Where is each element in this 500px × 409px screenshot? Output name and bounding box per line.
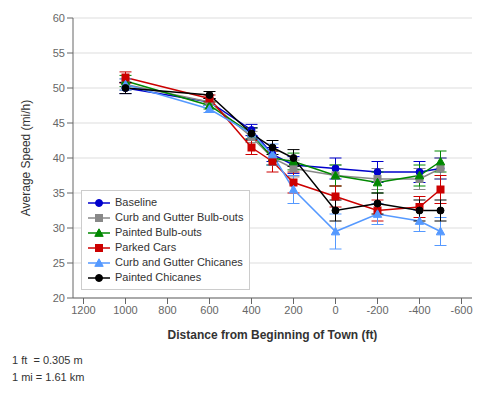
- svg-text:1200: 1200: [71, 304, 95, 316]
- svg-text:Average Speed (mi/h): Average Speed (mi/h): [19, 100, 33, 217]
- svg-text:200: 200: [284, 304, 302, 316]
- svg-text:50: 50: [53, 82, 65, 94]
- html-text:Curb and Gutter Bulb-outs: Curb and Gutter Bulb-outs: [115, 211, 244, 223]
- html-text:1 mi = 1.61 km: 1 mi = 1.61 km: [12, 371, 85, 383]
- svg-text:Distance from Beginning of Tow: Distance from Beginning of Town (ft): [168, 328, 378, 342]
- svg-text:600: 600: [200, 304, 218, 316]
- svg-text:0: 0: [332, 304, 338, 316]
- svg-text:25: 25: [53, 257, 65, 269]
- svg-text:55: 55: [53, 47, 65, 59]
- svg-text:400: 400: [242, 304, 260, 316]
- svg-text:40: 40: [53, 152, 65, 164]
- svg-text:800: 800: [158, 304, 176, 316]
- html-text:Painted Chicanes: Painted Chicanes: [115, 271, 202, 283]
- svg-text:-200: -200: [366, 304, 388, 316]
- html-text:Painted Bulb-outs: Painted Bulb-outs: [115, 226, 202, 238]
- svg-text:20: 20: [53, 292, 65, 304]
- html-text:Curb and Gutter Chicanes: Curb and Gutter Chicanes: [115, 256, 243, 268]
- svg-text:30: 30: [53, 222, 65, 234]
- svg-text:60: 60: [53, 12, 65, 24]
- svg-text:-400: -400: [408, 304, 430, 316]
- svg-text:1000: 1000: [113, 304, 137, 316]
- svg-text:45: 45: [53, 117, 65, 129]
- html-text:1 ft = 0.305 m: 1 ft = 0.305 m: [12, 354, 83, 366]
- svg-text:35: 35: [53, 187, 65, 199]
- html-text:Parked Cars: Parked Cars: [115, 241, 177, 253]
- html-text:Baseline: Baseline: [115, 196, 158, 208]
- svg-text:-600: -600: [450, 304, 472, 316]
